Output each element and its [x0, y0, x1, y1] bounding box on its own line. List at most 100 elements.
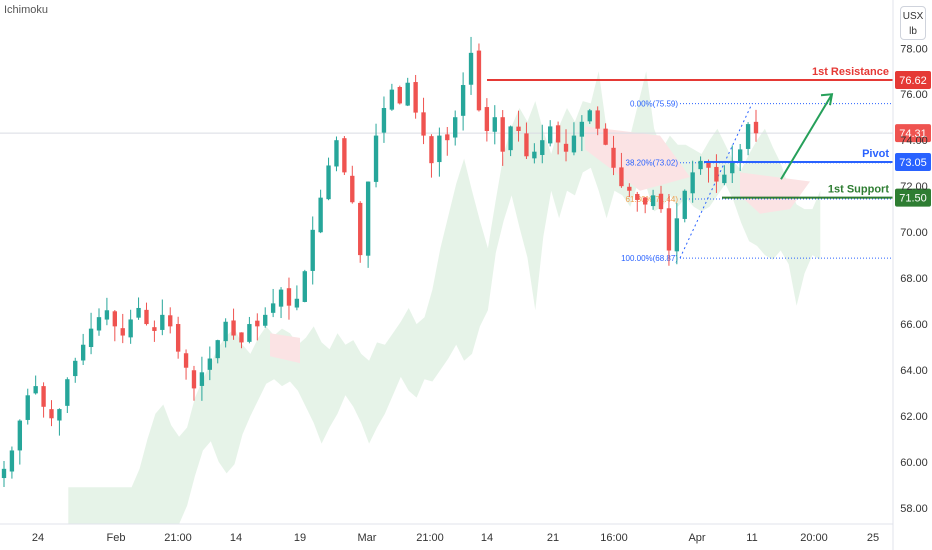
price-tick-label: 62.00: [900, 411, 928, 423]
candle-body: [658, 193, 664, 210]
price-tick-label: 78.00: [900, 43, 928, 55]
candle-body: [120, 328, 125, 336]
time-tick-label: Mar: [358, 532, 377, 544]
candle-body: [500, 117, 505, 152]
candle-body: [73, 360, 78, 377]
candle-body: [690, 172, 695, 194]
price-tick-label: 68.00: [900, 273, 928, 285]
time-tick-label: 16:00: [600, 532, 628, 544]
candle-body: [1, 468, 7, 479]
candle-body: [104, 310, 110, 320]
ichimoku-cloud-bearish: [270, 333, 300, 364]
time-tick-label: Apr: [688, 532, 705, 544]
unit-currency: USX: [902, 11, 924, 22]
candle-body: [358, 202, 363, 256]
candle-body: [389, 89, 395, 110]
candle-body: [429, 136, 434, 164]
price-tick-label: 60.00: [900, 457, 928, 469]
time-tick-label: Feb: [107, 532, 126, 544]
time-tick-label: 14: [230, 532, 242, 544]
key-levels: 1st Resistance 76.62 Pivot 73.05 1st Support…: [487, 66, 931, 207]
candle-body: [342, 138, 347, 173]
candle-body: [595, 110, 600, 129]
projection-arrowhead: [820, 93, 834, 106]
candle-body: [421, 112, 426, 136]
candle-body: [714, 166, 719, 182]
candle-body: [263, 314, 268, 326]
price-tick-label: 72.00: [900, 181, 928, 193]
time-axis: 24 Feb 21:00 14 19 Mar 21:00 14 21 16:00 Apr 11 20:0…: [0, 523, 893, 544]
candle-body: [25, 395, 30, 420]
candle-body: [96, 317, 102, 331]
candle-body: [294, 298, 300, 308]
time-tick-label: 24: [32, 532, 44, 544]
ichimoku-cloud: [68, 71, 821, 524]
candle-body: [128, 319, 133, 338]
candle-body: [175, 324, 181, 352]
candle-body: [381, 108, 387, 133]
fib-level-label: 38.20%(73.02): [626, 159, 679, 168]
candle-body: [627, 186, 632, 191]
price-tick-label: 76.00: [900, 89, 928, 101]
candlestick-series: [1, 36, 759, 488]
level-name: 1st Support: [828, 184, 889, 196]
candle-body: [326, 165, 331, 200]
candle-body: [611, 147, 616, 168]
candle-body: [112, 311, 117, 327]
candle-body: [80, 344, 86, 361]
candle-body: [199, 372, 205, 386]
candle-body: [516, 126, 521, 131]
candle-body: [207, 358, 212, 370]
time-tick-label: 21:00: [164, 532, 192, 544]
candle-body: [168, 315, 173, 327]
price-tick-label: 58.00: [900, 503, 928, 515]
candle-body: [231, 320, 236, 336]
candle-body: [223, 321, 228, 342]
candle-body: [476, 50, 482, 111]
candle-body: [239, 332, 244, 343]
candle-body: [492, 117, 497, 132]
candle-body: [57, 409, 62, 421]
time-tick-label: 11: [746, 532, 757, 544]
price-tick-label: 74.00: [900, 135, 928, 147]
candle-body: [310, 229, 315, 271]
fib-level-label: 100.00%(68.87): [621, 254, 678, 263]
candle-body: [587, 110, 592, 122]
candle-body: [460, 85, 466, 116]
candle-body: [152, 327, 157, 331]
candle-body: [548, 126, 553, 144]
ichimoku-cloud-bullish: [68, 71, 821, 524]
candle-body: [318, 197, 323, 233]
time-tick-label: 25: [867, 532, 879, 544]
candle-body: [508, 126, 513, 151]
candle-body: [468, 52, 474, 85]
candle-body: [373, 135, 379, 182]
candle-body: [183, 353, 189, 368]
candle-body: [571, 135, 577, 153]
time-tick-label: 19: [294, 532, 306, 544]
candle-body: [666, 208, 672, 251]
candle-body: [270, 303, 276, 313]
time-tick-label: 14: [481, 532, 493, 544]
candle-body: [753, 121, 759, 134]
current-price-tag: [895, 124, 931, 143]
candle-body: [674, 218, 680, 252]
candle-body: [737, 149, 743, 163]
candle-body: [41, 386, 46, 407]
candle-body: [540, 140, 545, 155]
time-tick-label: 20:00: [800, 532, 828, 544]
ichimoku-cloud-bearish: [740, 172, 810, 214]
level-price-label: 71.50: [899, 193, 927, 205]
candle-body: [255, 320, 260, 327]
unit-selector[interactable]: USX lb: [900, 6, 926, 40]
candle-body: [17, 420, 23, 451]
level-name: 1st Resistance: [812, 66, 889, 78]
candle-body: [405, 82, 410, 106]
candle-body: [278, 289, 284, 307]
candle-body: [484, 107, 490, 131]
candle-body: [65, 379, 70, 406]
candle-body: [413, 82, 418, 113]
candle-body: [453, 117, 458, 138]
price-axis: 58.00 60.00 62.00 64.00 66.00 68.00 70.00 72.00…: [892, 0, 928, 550]
